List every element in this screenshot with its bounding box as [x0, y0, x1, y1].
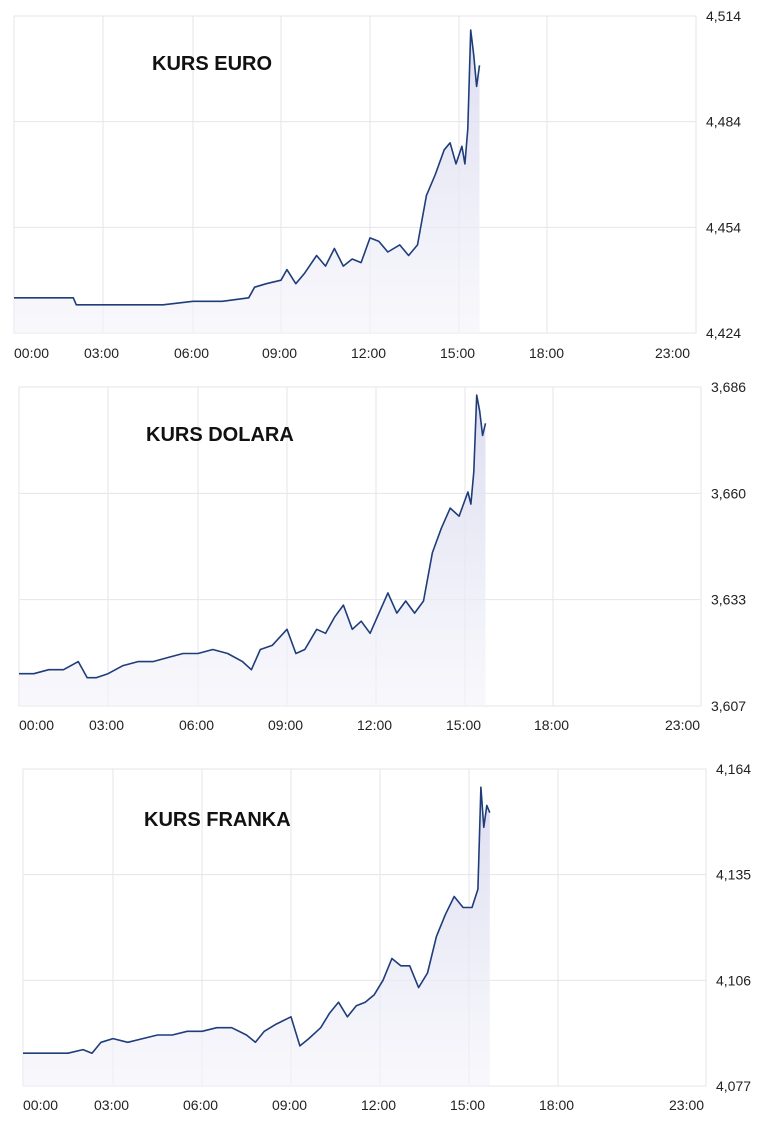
x-tick-label: 12:00 [351, 345, 386, 361]
series-area [19, 395, 486, 706]
x-tick-label: 09:00 [262, 345, 297, 361]
x-tick-label: 15:00 [446, 717, 481, 733]
chart-panel-dolar: 3,686 3,660 3,633 3,607 00:00 03:00 06:00 09:00… [0, 375, 764, 745]
x-tick-label: 03:00 [89, 717, 124, 733]
x-tick-label: 15:00 [450, 1097, 485, 1113]
y-tick-label: 4,077 [716, 1078, 751, 1094]
chart-svg: 4,514 4,484 4,454 4,424 00:00 03:00 06:00 09:00… [13, 8, 741, 361]
chart-panel-euro: 4,514 4,484 4,454 4,424 00:00 03:00 06:00 09:00… [0, 0, 764, 370]
x-tick-label: 09:00 [272, 1097, 307, 1113]
series-line [14, 29, 481, 306]
series-area [23, 787, 490, 1086]
y-tick-label: 3,607 [711, 698, 746, 714]
x-tick-label: 06:00 [183, 1097, 218, 1113]
x-tick-label: 06:00 [179, 717, 214, 733]
x-tick-label: 03:00 [84, 345, 119, 361]
series-line [23, 786, 491, 1054]
chart-title: KURS FRANKA [144, 809, 291, 831]
y-tick-label: 4,164 [716, 761, 751, 777]
y-tick-label: 4,454 [706, 219, 741, 235]
chart-svg: 4,164 4,135 4,106 4,077 00:00 03:00 06:00 09:00… [22, 761, 751, 1113]
x-tick-label: 03:00 [94, 1097, 129, 1113]
y-tick-label: 4,514 [706, 8, 741, 24]
x-tick-label: 06:00 [174, 345, 209, 361]
x-tick-label: 18:00 [539, 1097, 574, 1113]
x-tick-label: 23:00 [669, 1097, 704, 1113]
chart-title: KURS DOLARA [146, 424, 294, 446]
series-area [14, 30, 480, 333]
y-tick-label: 4,484 [706, 114, 741, 130]
series-line [19, 394, 487, 679]
x-tick-label: 15:00 [440, 345, 475, 361]
y-tick-label: 3,660 [711, 485, 746, 501]
x-tick-label: 09:00 [268, 717, 303, 733]
x-tick-label: 23:00 [655, 345, 690, 361]
chart-svg: 3,686 3,660 3,633 3,607 00:00 03:00 06:00 09:00… [18, 379, 746, 733]
chart-panel-frank: 4,164 4,135 4,106 4,077 00:00 03:00 06:00 09:00… [0, 755, 764, 1129]
x-tick-label: 23:00 [665, 717, 700, 733]
x-tick-label: 00:00 [19, 717, 54, 733]
x-tick-label: 12:00 [357, 717, 392, 733]
x-tick-label: 00:00 [14, 345, 49, 361]
x-tick-label: 00:00 [23, 1097, 58, 1113]
x-tick-label: 18:00 [534, 717, 569, 733]
x-tick-label: 18:00 [529, 345, 564, 361]
x-tick-label: 12:00 [361, 1097, 396, 1113]
y-tick-label: 3,686 [711, 379, 746, 395]
y-tick-label: 4,135 [716, 867, 751, 883]
y-tick-label: 3,633 [711, 592, 746, 608]
y-tick-label: 4,106 [716, 972, 751, 988]
y-tick-label: 4,424 [706, 325, 741, 341]
chart-title: KURS EURO [152, 53, 272, 75]
